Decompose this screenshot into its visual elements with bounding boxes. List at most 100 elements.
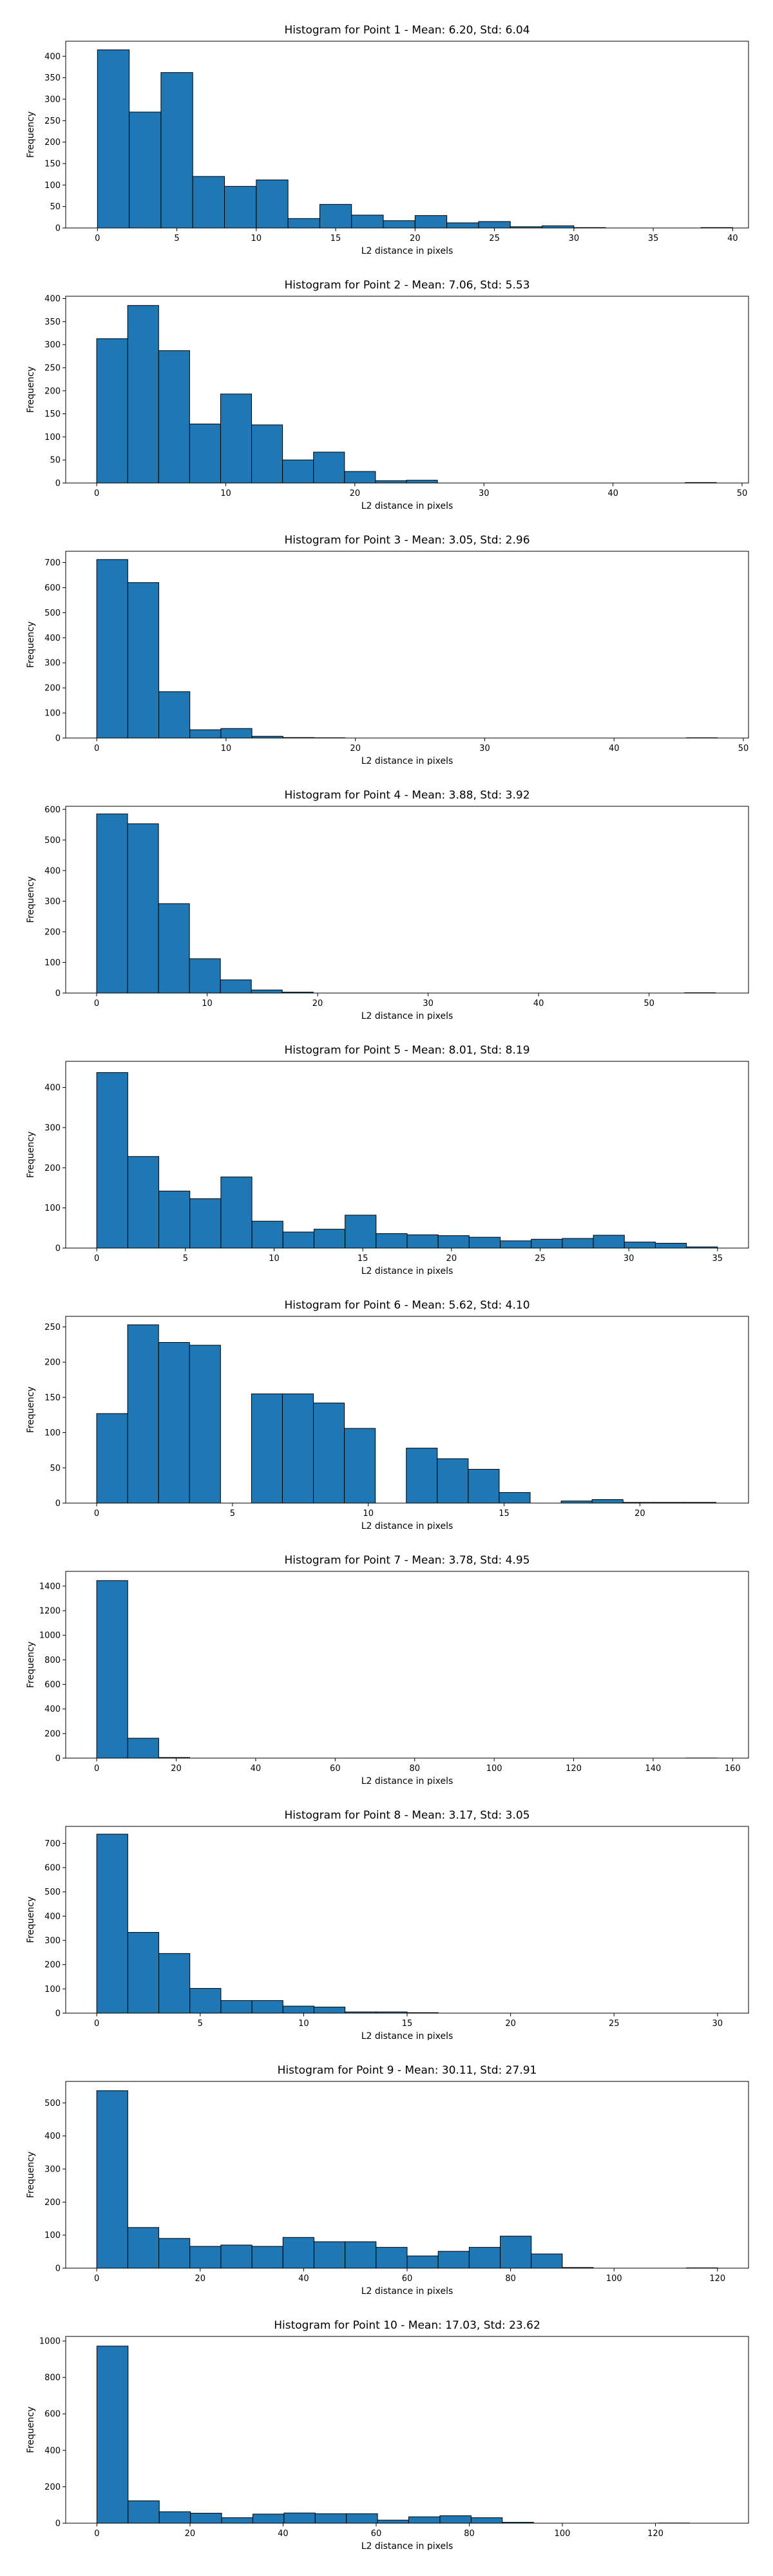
histogram-bar	[251, 989, 283, 994]
y-tick-label: 400	[44, 1912, 61, 1922]
histogram-bar	[313, 451, 345, 484]
histogram-bar	[377, 2519, 410, 2524]
x-tick-label: 80	[464, 2529, 475, 2539]
y-tick-label: 0	[55, 224, 61, 234]
y-tick-label: 100	[44, 433, 61, 442]
histogram-bar	[220, 728, 253, 739]
x-tick-label: 10	[220, 489, 231, 498]
chart-title: Histogram for Point 1 - Mean: 6.20, Std:…	[284, 24, 530, 37]
y-axis-label: Frequency	[26, 366, 36, 413]
x-tick-label: 10	[363, 1509, 374, 1519]
y-tick-label: 200	[44, 2483, 61, 2492]
y-tick-label: 500	[44, 2099, 61, 2108]
x-tick-label: 5	[183, 1254, 188, 1264]
y-tick-label: 0	[55, 1754, 61, 1764]
x-tick-label: 0	[94, 744, 99, 753]
histogram-bar	[319, 204, 352, 229]
x-tick-label: 100	[606, 2274, 622, 2284]
x-tick-label: 0	[94, 999, 99, 1009]
y-tick-label: 0	[55, 1499, 61, 1509]
y-axis-label: Frequency	[26, 1642, 36, 1688]
x-tick-label: 0	[94, 1509, 99, 1519]
histogram-bar	[158, 691, 191, 739]
histogram-panel-1: Histogram for Point 1 - Mean: 6.20, Std:…	[26, 24, 749, 255]
y-tick-label: 100	[44, 1985, 61, 1994]
x-tick-label: 160	[725, 1764, 741, 1774]
histogram-bar	[158, 2238, 191, 2269]
histogram-bar	[251, 1393, 283, 1504]
x-tick-label: 10	[269, 1254, 280, 1264]
y-tick-label: 0	[55, 2264, 61, 2274]
histogram-bar	[158, 903, 190, 994]
histogram-bar	[127, 1932, 160, 2014]
x-tick-label: 20	[195, 2274, 206, 2284]
chart-title: Histogram for Point 3 - Mean: 3.05, Std:…	[284, 534, 530, 547]
histogram-bar	[282, 459, 314, 484]
y-tick-label: 200	[44, 927, 61, 937]
histogram-panel-9: Histogram for Point 9 - Mean: 30.11, Std…	[26, 2064, 749, 2295]
chart-title: Histogram for Point 10 - Mean: 17.03, St…	[274, 2319, 540, 2332]
histogram-bar	[408, 2516, 441, 2524]
y-tick-label: 600	[44, 2410, 61, 2420]
histogram-bar	[593, 1235, 625, 1249]
y-tick-label: 600	[44, 1864, 61, 1873]
y-tick-label: 600	[44, 583, 61, 593]
histogram-bar	[562, 1238, 594, 1249]
x-tick-label: 5	[198, 2019, 203, 2029]
histogram-bar	[189, 2246, 222, 2269]
y-tick-label: 150	[44, 160, 61, 169]
histogram-bar	[220, 2000, 253, 2014]
y-tick-label: 0	[55, 479, 61, 489]
histogram-bar	[383, 220, 415, 229]
y-tick-label: 200	[44, 1358, 61, 1368]
y-tick-label: 50	[50, 1464, 61, 1473]
histogram-bar	[624, 1242, 656, 1249]
histogram-bar	[96, 1833, 128, 2014]
histogram-bar	[344, 471, 376, 484]
histogram-bar	[478, 221, 511, 229]
y-tick-label: 250	[44, 363, 61, 373]
histogram-bar	[439, 2515, 472, 2524]
plot-frame	[65, 551, 749, 739]
x-tick-label: 25	[489, 234, 500, 243]
plot-frame	[65, 2336, 749, 2524]
y-axis-label: Frequency	[26, 2152, 36, 2198]
y-tick-label: 300	[44, 1937, 61, 1946]
y-tick-label: 400	[44, 294, 61, 304]
y-tick-label: 0	[55, 989, 61, 999]
histogram-bar	[313, 1229, 346, 1249]
histogram-panel-5: Histogram for Point 5 - Mean: 8.01, Std:…	[26, 1044, 749, 1275]
y-tick-label: 100	[44, 709, 61, 719]
histogram-bar	[96, 1413, 128, 1504]
y-tick-label: 200	[44, 1960, 61, 1970]
x-tick-label: 40	[251, 1764, 262, 1774]
histogram-bar	[499, 1492, 531, 1504]
x-tick-label: 0	[94, 2019, 99, 2029]
histogram-bar	[251, 2246, 283, 2269]
histogram-panel-2: Histogram for Point 2 - Mean: 7.06, Std:…	[26, 279, 749, 510]
histogram-bar	[406, 2255, 439, 2269]
plot-frame	[65, 296, 749, 484]
histogram-bar	[591, 1499, 624, 1504]
x-tick-label: 0	[95, 234, 100, 243]
x-tick-label: 20	[350, 744, 361, 753]
histogram-bar	[128, 2500, 160, 2524]
histogram-panel-6: Histogram for Point 6 - Mean: 5.62, Std:…	[26, 1299, 749, 1530]
histogram-bar	[189, 958, 221, 994]
plot-frame	[65, 1316, 749, 1504]
x-tick-label: 30	[479, 489, 490, 498]
y-tick-label: 100	[44, 181, 61, 191]
x-tick-label: 40	[533, 999, 544, 1009]
histogram-bar	[406, 1448, 438, 1504]
y-tick-label: 700	[44, 558, 61, 568]
y-tick-label: 500	[44, 1888, 61, 1897]
chart-title: Histogram for Point 4 - Mean: 3.88, Std:…	[284, 789, 530, 802]
histogram-bar	[287, 218, 320, 229]
x-tick-label: 100	[486, 1764, 502, 1774]
histogram-bar	[468, 1236, 501, 1249]
y-tick-label: 150	[44, 1393, 61, 1403]
histogram-bar	[282, 2005, 314, 2014]
x-tick-label: 0	[94, 2529, 99, 2539]
histogram-bar	[96, 559, 128, 739]
